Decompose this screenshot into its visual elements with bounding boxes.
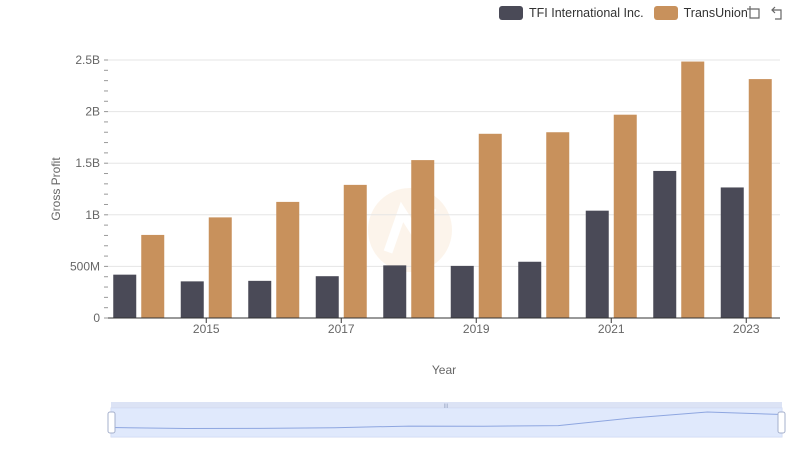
x-tick-label: 2023 <box>733 322 760 336</box>
zoom-grip-label: III <box>443 404 448 410</box>
x-tick-label: 2015 <box>193 322 220 336</box>
bar-tfi-2014[interactable] <box>113 274 137 318</box>
zoom-reset-icon[interactable] <box>770 5 786 21</box>
x-tick-label: 2017 <box>328 322 355 336</box>
legend-item-transunion[interactable]: TransUnion <box>653 6 748 20</box>
chart-legend: TFI International Inc. TransUnion <box>499 4 748 22</box>
zoom-slider-selection[interactable] <box>111 408 782 437</box>
chart-toolbar <box>746 5 786 21</box>
bar-tfi-2019[interactable] <box>450 265 474 318</box>
legend-swatch-tfi <box>499 6 523 20</box>
zoom-select-icon[interactable] <box>746 5 762 21</box>
y-tick-label: 1B <box>85 208 100 222</box>
bar-tfi-2015[interactable] <box>180 281 204 318</box>
legend-label-transunion: TransUnion <box>683 6 748 20</box>
bar-tfi-2020[interactable] <box>518 261 542 318</box>
x-tick-label: 2021 <box>598 322 625 336</box>
bar-tfi-2016[interactable] <box>248 280 272 318</box>
y-tick-label: 1.5B <box>75 156 100 170</box>
bar-tfi-2021[interactable] <box>585 210 609 318</box>
bar-tfi-2018[interactable] <box>383 265 407 318</box>
bar-transunion-2017[interactable] <box>343 184 367 318</box>
bar-transunion-2020[interactable] <box>546 132 570 318</box>
bar-transunion-2019[interactable] <box>478 133 502 318</box>
bar-transunion-2021[interactable] <box>613 114 637 318</box>
bar-transunion-2015[interactable] <box>208 217 232 318</box>
bar-transunion-2022[interactable] <box>681 61 705 318</box>
y-tick-label: 500M <box>70 259 100 273</box>
y-tick-label: 2B <box>85 105 100 119</box>
legend-item-tfi[interactable]: TFI International Inc. <box>499 6 644 20</box>
zoom-slider-top-bar[interactable] <box>111 402 782 409</box>
y-tick-label: 2.5B <box>75 53 100 67</box>
zoom-handle-right[interactable] <box>777 411 786 434</box>
bar-tfi-2022[interactable] <box>653 170 677 318</box>
y-tick-label: 0 <box>93 311 100 325</box>
bar-transunion-2014[interactable] <box>141 234 165 318</box>
zoom-preview-line <box>110 411 783 430</box>
zoom-handle-left[interactable] <box>107 411 116 434</box>
x-tick-label: 2019 <box>463 322 490 336</box>
bar-transunion-2018[interactable] <box>411 160 435 318</box>
bar-transunion-2023[interactable] <box>748 79 772 318</box>
x-axis-label: Year <box>432 363 456 377</box>
y-axis-label: Gross Profit <box>49 157 63 221</box>
bar-transunion-2016[interactable] <box>276 201 300 318</box>
legend-swatch-transunion <box>653 6 678 20</box>
legend-label-tfi: TFI International Inc. <box>529 6 644 20</box>
bar-tfi-2017[interactable] <box>315 276 339 318</box>
bar-tfi-2023[interactable] <box>720 187 744 318</box>
